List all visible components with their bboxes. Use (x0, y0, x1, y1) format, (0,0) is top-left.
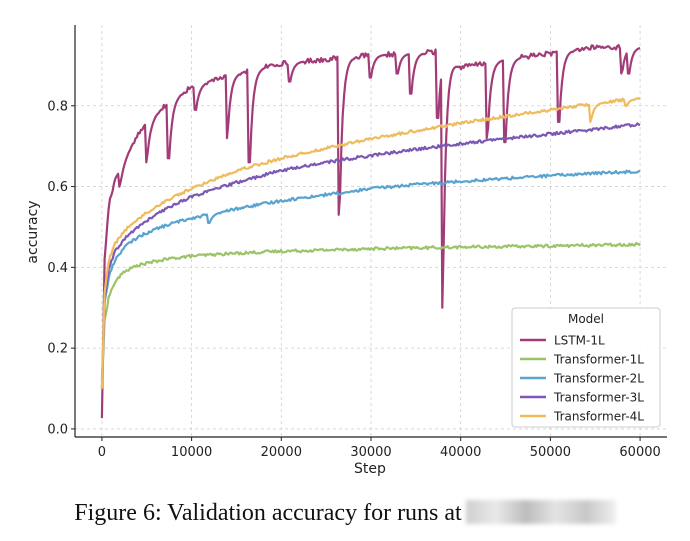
x-tick-label: 10000 (171, 445, 212, 460)
axes (71, 25, 667, 441)
series-lines (100, 44, 641, 419)
legend-label: LSTM-1L (554, 334, 605, 348)
figure-caption-text: Figure 6: Validation accuracy for runs a… (74, 500, 462, 526)
y-tick-label: 0.8 (47, 99, 68, 114)
legend-box (511, 307, 661, 428)
y-tick-label: 0.2 (47, 342, 68, 357)
x-tick-label: 20000 (261, 445, 302, 460)
series-line-transformer-3l (100, 122, 641, 389)
x-tick-label: 40000 (440, 445, 481, 460)
series-line-transformer-2l (100, 169, 641, 382)
y-tick-label: 0.0 (47, 422, 68, 437)
grid-lines (75, 25, 667, 437)
series-line-transformer-4l (100, 96, 641, 389)
caption-redacted-region (465, 500, 616, 524)
y-tick-label: 0.4 (47, 261, 68, 276)
y-tick-label: 0.6 (47, 180, 68, 195)
figure-caption: Figure 6: Validation accuracy for runs a… (0, 500, 690, 527)
x-tick-label: 30000 (350, 445, 391, 460)
accuracy-line-chart: 0 10000 20000 30000 40000 50000 60000 0.0 0.2 0.4… (25, 25, 667, 477)
y-axis-title: accuracy (25, 200, 41, 263)
x-tick-label: 50000 (530, 445, 571, 460)
x-tick-label: 60000 (619, 445, 660, 460)
tick-labels: 0 10000 20000 30000 40000 50000 60000 0.0 0.2 0.4… (47, 99, 660, 460)
x-tick-label: 0 (98, 445, 106, 460)
legend-label: Transformer-3L (553, 391, 644, 405)
x-axis-title: Step (354, 461, 386, 477)
series-line-transformer-1l (100, 241, 641, 390)
series-line-lstm-1l (100, 44, 641, 419)
legend-label: Transformer-2L (553, 372, 644, 386)
legend-label: Transformer-1L (553, 353, 644, 367)
legend-label: Transformer-4L (553, 410, 644, 424)
legend-title: Model (568, 312, 604, 326)
legend: Model LSTM-1L Transformer-1L Transformer-2L… (511, 307, 661, 428)
